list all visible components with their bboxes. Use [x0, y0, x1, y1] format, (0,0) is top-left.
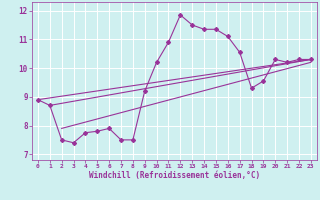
X-axis label: Windchill (Refroidissement éolien,°C): Windchill (Refroidissement éolien,°C)	[89, 171, 260, 180]
